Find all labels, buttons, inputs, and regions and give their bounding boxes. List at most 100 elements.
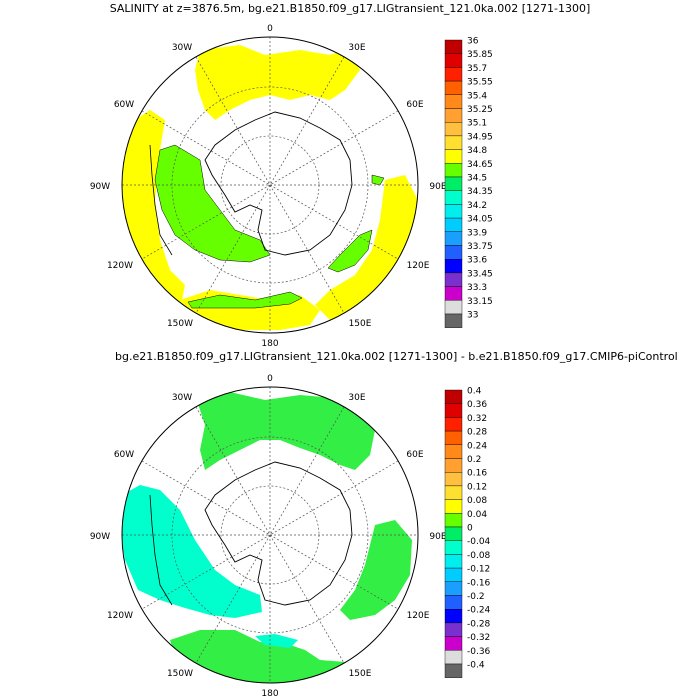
- bottom-lon-label-150e: 150E: [349, 669, 372, 679]
- top-colorbar-swatch-14: [444, 231, 463, 246]
- top-lon-label-90w: 90W: [90, 182, 110, 192]
- top-colorbar-swatch-17: [444, 272, 463, 287]
- bottom-colorbar-label-2: 0.32: [467, 414, 487, 424]
- top-colorbar-swatch-19: [444, 300, 463, 315]
- top-colorbar-label-2: 35.7: [467, 64, 487, 74]
- diff-cyan-region-west: [122, 485, 262, 618]
- bottom-colorbar-label-11: -0.04: [467, 537, 491, 547]
- top-colorbar-swatch-16: [444, 259, 463, 274]
- bottom-colorbar: 0.4 0.36 0.32 0.28 0.24 0.2 0.16 0.12 0.08 0.04 0 -…: [444, 387, 491, 678]
- top-colorbar-swatch-15: [444, 245, 463, 260]
- top-lon-label-30e: 30E: [348, 43, 365, 53]
- top-colorbar-label-9: 34.65: [467, 160, 493, 170]
- bottom-south-america-tip: [149, 494, 173, 606]
- bottom-colorbar-label-15: -0.2: [467, 592, 485, 602]
- bottom-lon-label-60e: 60E: [406, 450, 423, 460]
- bottom-colorbar-label-6: 0.16: [467, 469, 487, 479]
- bottom-colorbar-label-14: -0.16: [467, 578, 491, 588]
- bottom-colorbar-swatch-11: [444, 540, 463, 555]
- bottom-colorbar-swatch-8: [444, 499, 463, 514]
- bottom-map-panel: 0 30E 60E 90E 120E 150E 180 150W 120W 90…: [90, 374, 491, 699]
- top-colorbar-swatch-18: [444, 286, 463, 301]
- bottom-lon-label-150w: 150W: [167, 669, 193, 679]
- bottom-colorbar-label-7: 0.12: [467, 482, 487, 492]
- bottom-colorbar-swatch-13: [444, 567, 463, 582]
- top-colorbar-swatch-10: [444, 176, 463, 191]
- bottom-lon-label-0: 0: [267, 374, 273, 384]
- top-colorbar-swatch-2: [444, 67, 463, 82]
- bottom-map-boundary: [121, 386, 419, 684]
- bottom-lon-label-60w: 60W: [114, 450, 134, 460]
- bottom-colorbar-swatch-1: [444, 403, 463, 418]
- top-lon-label-30w: 30W: [172, 43, 192, 53]
- bottom-colorbar-swatch-19: [444, 650, 463, 665]
- top-colorbar-swatch-3: [444, 80, 463, 95]
- salinity-green-region-west: [154, 144, 271, 263]
- bottom-antarctica-coastline: [204, 461, 353, 606]
- bottom-colorbar-swatch-9: [444, 513, 463, 528]
- top-colorbar-swatch-20: [444, 313, 463, 328]
- top-lon-label-120w: 120W: [107, 261, 133, 271]
- top-colorbar-swatch-1: [444, 53, 463, 68]
- bottom-graticule: [122, 387, 418, 683]
- top-colorbar-label-4: 35.4: [467, 91, 487, 101]
- top-lon-label-120e: 120E: [407, 261, 430, 271]
- bottom-colorbar-swatch-17: [444, 622, 463, 637]
- top-colorbar-label-20: 33: [467, 311, 478, 321]
- top-south-america-tip: [149, 144, 173, 256]
- bottom-colorbar-swatch-5: [444, 458, 463, 473]
- bottom-colorbar-label-19: -0.36: [467, 647, 491, 657]
- bottom-colorbar-swatch-15: [444, 595, 463, 610]
- bottom-colorbar-label-9: 0.04: [467, 510, 487, 520]
- top-lon-label-0: 0: [267, 24, 273, 34]
- top-antarctica-coastline: [204, 111, 353, 256]
- bottom-colorbar-swatch-16: [444, 609, 463, 624]
- salinity-yellow-region-south: [180, 290, 320, 330]
- bottom-colorbar-label-17: -0.28: [467, 619, 491, 629]
- salinity-green-region-south: [187, 291, 303, 309]
- bottom-colorbar-swatch-6: [444, 472, 463, 487]
- bottom-colorbar-label-1: 0.36: [467, 400, 487, 410]
- top-lon-label-60e: 60E: [406, 100, 423, 110]
- top-lon-label-150e: 150E: [349, 319, 372, 329]
- bottom-lon-label-30e: 30E: [348, 393, 365, 403]
- top-colorbar-swatch-12: [444, 204, 463, 219]
- top-colorbar-label-11: 34.35: [467, 187, 493, 197]
- top-colorbar-label-19: 33.15: [467, 297, 493, 307]
- top-colorbar-swatch-11: [444, 190, 463, 205]
- top-lon-label-150w: 150W: [167, 319, 193, 329]
- bottom-lon-label-120w: 120W: [107, 611, 133, 621]
- top-colorbar-swatch-5: [444, 108, 463, 123]
- top-colorbar-swatch-4: [444, 94, 463, 109]
- top-colorbar-label-17: 33.45: [467, 269, 493, 279]
- top-lon-label-180: 180: [261, 339, 278, 349]
- bottom-lon-label-120e: 120E: [407, 611, 430, 621]
- bottom-colorbar-swatch-7: [444, 485, 463, 500]
- top-colorbar-label-18: 33.3: [467, 283, 487, 293]
- top-colorbar-label-15: 33.75: [467, 242, 493, 252]
- bottom-lon-label-30w: 30W: [172, 393, 192, 403]
- bottom-colorbar-swatch-12: [444, 554, 463, 569]
- top-colorbar-swatch-7: [444, 135, 463, 150]
- bottom-colorbar-swatch-3: [444, 430, 463, 446]
- top-colorbar-label-1: 35.85: [467, 50, 493, 60]
- top-colorbar-swatch-9: [444, 163, 463, 178]
- bottom-colorbar-label-16: -0.24: [467, 606, 491, 616]
- top-colorbar-swatch-0: [444, 39, 463, 54]
- top-lon-label-60w: 60W: [114, 100, 134, 110]
- bottom-colorbar-swatch-18: [444, 636, 463, 651]
- bottom-lon-label-90e: 90E: [429, 532, 446, 542]
- bottom-lon-label-90w: 90W: [90, 532, 110, 542]
- bottom-colorbar-swatch-10: [444, 526, 463, 541]
- top-colorbar-swatch-13: [444, 217, 463, 233]
- bottom-colorbar-label-18: -0.32: [467, 633, 490, 643]
- bottom-colorbar-label-0: 0.4: [467, 387, 482, 397]
- top-panel-title: SALINITY at z=3876.5m, bg.e21.B1850.f09_…: [109, 2, 591, 15]
- bottom-colorbar-swatch-0: [444, 389, 463, 404]
- bottom-colorbar-swatch-20: [444, 663, 463, 678]
- bottom-colorbar-label-8: 0.08: [467, 496, 487, 506]
- bottom-colorbar-label-5: 0.2: [467, 455, 481, 465]
- top-map-boundary: [121, 36, 419, 334]
- top-colorbar-swatch-8: [444, 149, 463, 164]
